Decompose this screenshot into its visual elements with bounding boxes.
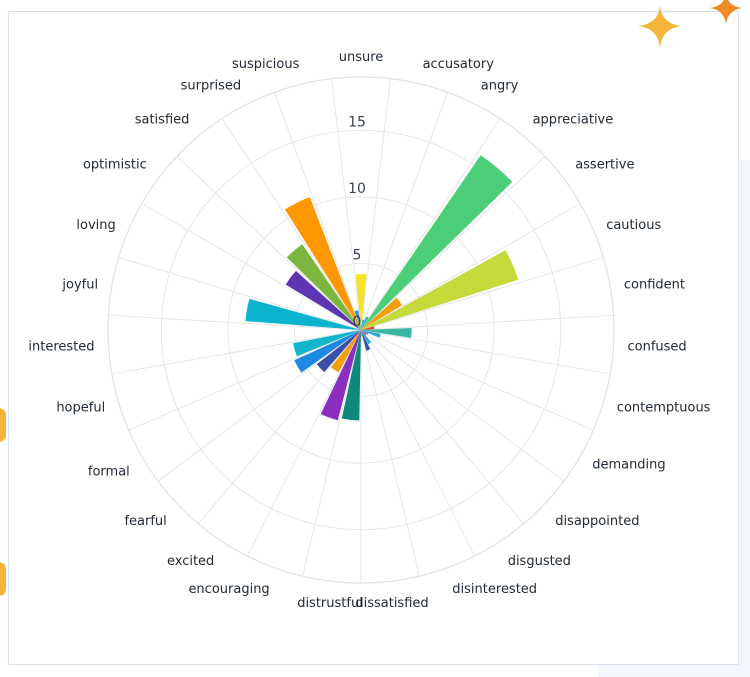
grid-spoke [360,329,565,482]
grid-spoke [111,329,362,375]
bar-dissatisfied[interactable] [361,330,363,337]
category-label-disgusted: disgusted [508,554,571,569]
radial-ticks: 0 5 10 15 [348,114,366,330]
category-label-dissatisfied: dissatisfied [355,596,428,611]
grid-spoke [141,203,362,331]
category-label-interested: interested [28,340,94,355]
grid-spoke [360,256,604,331]
grid-spoke [360,156,546,331]
grid-spoke [221,118,362,331]
bar-optimistic[interactable] [285,270,361,330]
category-label-disinterested: disinterested [452,582,537,597]
bar-satisfied[interactable] [286,244,361,330]
category-label-optimistic: optimistic [83,158,147,173]
bar-confident[interactable] [361,326,375,330]
radial-tick-label: 10 [348,181,366,197]
grid-spoke [157,329,362,482]
grid-spoke [360,78,391,331]
bar-formal[interactable] [294,330,361,373]
sparkle-icon [638,6,682,48]
category-label-encouraging: encouraging [188,582,269,597]
grid-spoke [360,329,525,525]
category-label-demanding: demanding [592,458,665,473]
bar-unsure[interactable] [355,274,367,330]
grid-spoke [108,314,362,331]
bar-fearful[interactable] [316,330,361,373]
bar-surprised[interactable] [284,197,361,330]
category-label-fearful: fearful [124,514,166,529]
grid-spoke [360,203,581,331]
category-label-joyful: joyful [61,278,98,293]
bar-cautious[interactable] [361,250,519,330]
bar-distrustful[interactable] [341,330,361,421]
grid-spoke [360,329,475,557]
bar-angry[interactable] [361,316,369,330]
polar-grid [107,76,615,584]
grid-spoke [360,314,614,331]
bar-accusatory[interactable] [361,319,365,330]
category-label-disappointed: disappointed [555,514,639,529]
decorative-blob-top [0,408,6,442]
grid-spoke [197,329,362,525]
category-label-surprised: surprised [181,78,242,93]
category-labels: unsure accusatory angry appreciative asserti… [28,50,710,611]
bar-excited[interactable] [330,330,361,373]
category-label-suspicious: suspicious [232,57,300,72]
bar-contemptuous[interactable] [361,330,381,338]
decorative-blob-bottom [0,562,6,596]
grid-spoke [360,329,594,431]
bar-confused[interactable] [361,328,412,338]
radial-tick-label: 5 [353,247,362,263]
category-label-cautious: cautious [606,218,661,233]
grid-spoke [273,92,362,331]
category-label-excited: excited [167,554,214,569]
grid-spoke [118,256,362,331]
category-label-hopeful: hopeful [56,401,105,416]
chart-card [8,11,739,665]
bar-joyful[interactable] [245,298,361,330]
sparkle-icon-corner [710,0,742,24]
bar-assertive[interactable] [361,297,403,330]
category-label-loving: loving [76,218,115,233]
category-label-angry: angry [481,78,519,93]
category-label-confused: confused [628,340,687,355]
grid-spoke [360,118,501,331]
category-label-satisfied: satisfied [135,113,190,128]
category-label-formal: formal [88,465,130,480]
bar-disgusted[interactable] [361,330,372,345]
category-label-assertive: assertive [575,158,634,173]
bar-demanding[interactable] [361,330,369,335]
category-label-appreciative: appreciative [533,113,614,128]
category-label-unsure: unsure [339,50,384,65]
bar-appreciative[interactable] [361,155,513,330]
radial-tick-label: 15 [348,114,366,130]
bar-encouraging[interactable] [320,330,361,421]
grid-spoke [302,329,362,577]
bars-layer [245,155,519,421]
category-label-distrustful: distrustful [297,596,363,611]
bar-hopeful[interactable] [293,330,361,357]
radial-tick-label: 0 [353,314,362,330]
category-label-accusatory: accusatory [423,57,495,72]
grid-spoke [247,329,362,557]
grid-spoke [331,78,362,331]
bar-disappointed[interactable] [361,330,367,336]
grid-spoke [360,329,420,577]
bar-suspicious[interactable] [354,310,361,330]
grid-spoke [128,329,362,431]
grid-spoke [176,156,362,331]
category-label-confident: confident [624,278,685,293]
bar-disinterested[interactable] [361,330,371,351]
grid-spoke [360,329,611,375]
sparkle-decoration [638,0,742,48]
category-label-contemptuous: contemptuous [617,401,711,416]
grid-spoke [360,92,449,331]
